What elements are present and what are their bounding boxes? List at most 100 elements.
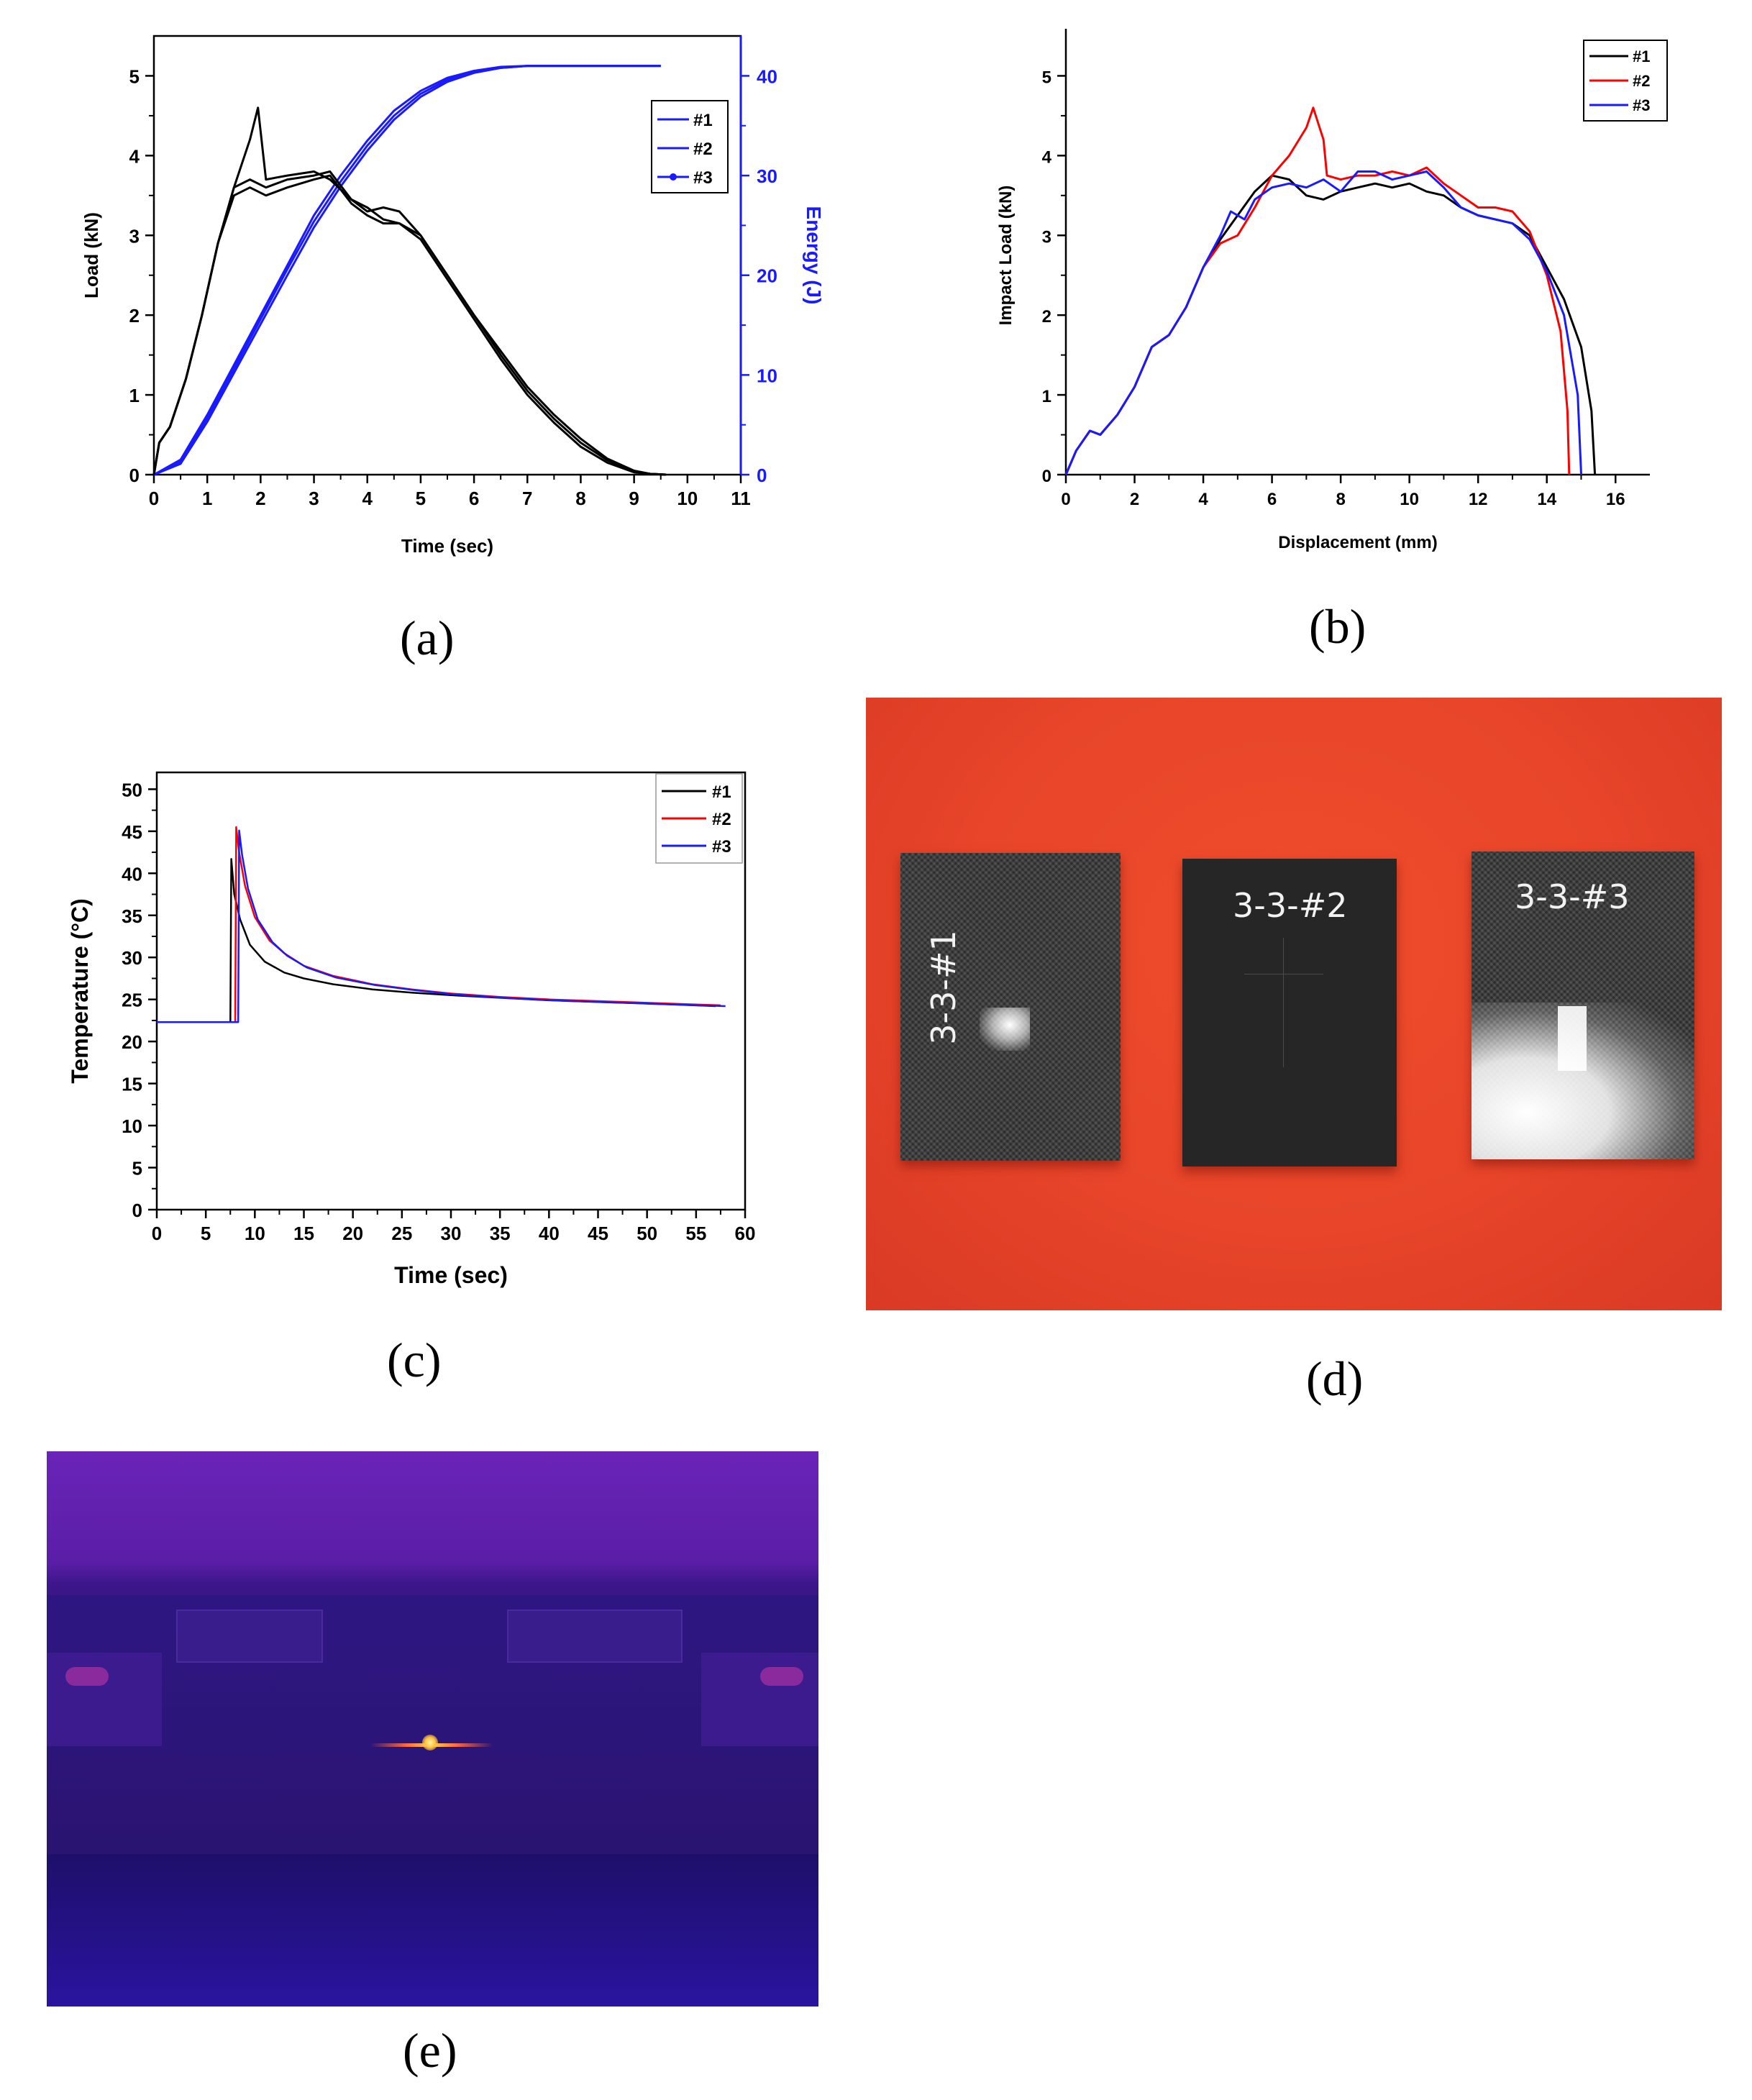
impact-damage-core [1558,1006,1587,1071]
x-tick-label: 20 [342,1223,363,1244]
y2-axis-label: Energy (J) [803,206,825,305]
y-tick-label: 1 [129,385,140,406]
legend-label: #3 [712,837,731,857]
y-tick-label: 45 [122,821,142,843]
x-tick-label: 45 [588,1223,608,1244]
y-tick-label: 0 [1042,467,1051,486]
caption-c: (c) [387,1333,442,1387]
y2-tick-label: 0 [757,465,767,486]
thermal-image [47,1451,818,2007]
x-tick-label: 30 [441,1223,462,1244]
x-tick-label: 16 [1606,490,1625,509]
x-tick-label: 25 [391,1223,412,1244]
specimen-3-label: 3-3-#3 [1515,877,1630,916]
clamp-right [507,1610,683,1663]
specimen-photo: 3-3-#1 3-3-#2 3-3-#3 [866,698,1722,1310]
series-line-1 [1064,174,1597,475]
x-tick-label: 4 [1198,490,1208,509]
y-tick-label: 4 [1042,147,1052,167]
chart-a: 0 1 2 3 4 5 6 7 8 9 10 11 0 1 2 3 4 5 Time (sec) Load (kN) 0… [81,35,825,557]
impact-damage [980,1008,1030,1051]
y-tick-label: 40 [122,863,142,885]
legend-label: #1 [1633,47,1650,65]
x-tick-label: 7 [522,488,532,509]
y-tick-label: 50 [122,779,142,800]
chart-a-plot: 0 1 2 3 4 5 6 7 8 9 10 11 0 1 2 3 4 5 Time (sec) Load (kN) 0… [81,35,825,557]
y-tick-label: 2 [129,305,140,327]
y-tick-label: 20 [122,1031,142,1053]
legend-label: #1 [693,111,713,130]
x-tick-label: 9 [629,488,639,509]
chart-c-plot: 0 5 10 15 20 25 30 35 40 45 50 55 60 0 5 10 15 20 25 30 35 40… [67,771,756,1288]
chart-c: 0 5 10 15 20 25 30 35 40 45 50 55 60 0 5 10 15 20 25 30 35 40… [67,771,756,1288]
series-line-3 [157,829,726,1023]
legend: #1 #2 #3 [651,100,729,193]
x-tick-label: 5 [201,1223,211,1244]
specimen-2-label: 3-3-#2 [1233,886,1348,925]
x-tick-label: 15 [293,1223,314,1244]
energy-line-3 [153,65,661,476]
y-tick-label: 2 [1042,307,1051,327]
y-tick-label: 0 [132,1200,142,1221]
x-tick-label: 8 [1336,490,1345,509]
specimen-1-label: 3-3-#1 [923,930,963,1045]
legend: #1 #2 #3 [655,773,743,864]
caption-d: (d) [1306,1351,1364,1406]
plot-frame [1066,36,1650,475]
x-tick-label: 0 [152,1223,162,1244]
x-tick-label: 5 [416,488,426,509]
fixture-left [47,1653,162,1746]
legend-label: #2 [712,810,731,829]
x-tick-label: 0 [149,488,159,509]
load-line-1 [152,106,667,476]
series-line-3 [1064,170,1582,475]
x-tick-label: 4 [362,488,373,509]
y-tick-label: 1 [1042,387,1051,406]
legend-label: #2 [693,140,713,159]
x-tick-label: 0 [1061,490,1070,509]
x-tick-label: 10 [677,488,698,509]
legend-label: #3 [1633,96,1650,114]
y-tick-label: 35 [122,905,142,927]
specimen-1: 3-3-#1 [900,853,1121,1161]
x-tick-label: 8 [575,488,585,509]
x-tick-label: 2 [1130,490,1139,509]
x-tick-label: 40 [539,1223,560,1244]
fixture-band [47,1595,818,1868]
x-tick-label: 60 [735,1223,756,1244]
legend-marker [670,173,677,181]
y-tick-label: 5 [132,1158,142,1179]
y-tick-label: 4 [129,145,140,167]
y-tick-label: 5 [129,65,140,87]
x-tick-label: 3 [309,488,319,509]
bolt-left [65,1667,109,1686]
x-tick-label: 10 [1400,490,1419,509]
load-line-2 [152,170,667,476]
y-tick-label: 5 [1042,68,1051,87]
clamp-left [176,1610,323,1663]
x-tick-label: 10 [245,1223,265,1244]
load-line-3 [152,174,667,476]
x-tick-label: 35 [490,1223,511,1244]
x-tick-label: 14 [1537,490,1556,509]
caption-a: (a) [400,611,455,665]
y-tick-label: 30 [122,947,142,969]
y2-tick-label: 20 [757,265,777,287]
x-tick-label: 12 [1469,490,1488,509]
series-line-1 [157,858,716,1023]
legend-label: #2 [1633,72,1650,90]
legend-label: #1 [712,782,731,802]
impact-cross-v [1283,938,1284,1067]
x-axis-label: Time (sec) [401,535,493,557]
y-tick-label: 25 [122,990,142,1011]
x-tick-label: 1 [202,488,212,509]
y-tick-label: 10 [122,1115,142,1137]
y-axis-label: Load (kN) [81,212,102,298]
legend-label: #3 [693,168,713,188]
y2-tick-label: 30 [757,165,777,187]
series-line-2 [1064,106,1571,475]
legend: #1 #2 #3 [1583,40,1668,122]
y-tick-label: 15 [122,1074,142,1095]
